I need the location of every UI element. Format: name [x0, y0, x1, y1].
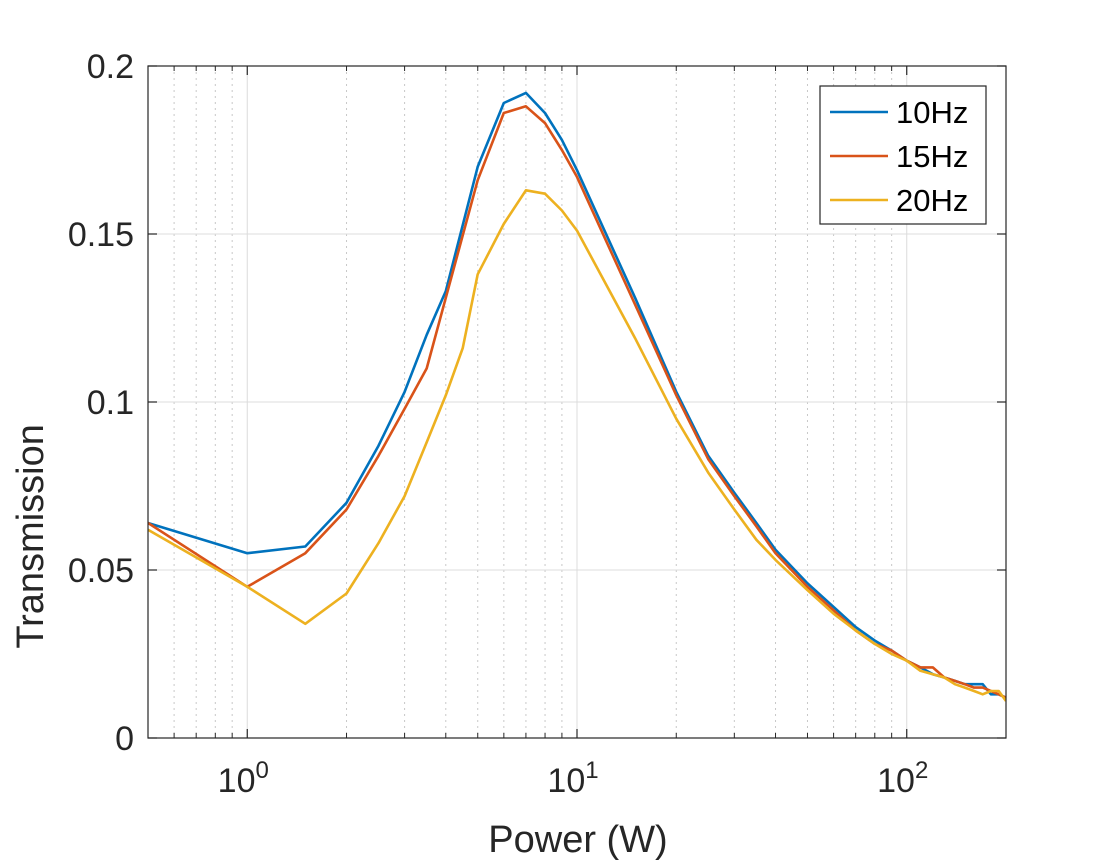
x-axis-title: Power (W)	[488, 819, 667, 861]
x-tick-label: 100	[218, 757, 269, 800]
y-axis-title: Transmission	[10, 424, 52, 649]
legend-label: 10Hz	[896, 95, 968, 130]
series-line-20Hz	[148, 189, 1006, 702]
x-tick-base: 10	[547, 762, 585, 800]
y-tick-label: 0.2	[87, 48, 134, 86]
plot-layer	[148, 91, 1006, 702]
legend: 10Hz 15Hz 20Hz	[819, 85, 987, 225]
x-tick-label: 101	[547, 757, 598, 800]
x-tick-base: 10	[877, 762, 915, 800]
y-tick-label: 0	[115, 720, 134, 758]
x-tick-exponent: 0	[255, 757, 268, 784]
y-tick-label: 0.1	[87, 384, 134, 422]
x-tick-base: 10	[218, 762, 256, 800]
x-tick-exponent: 2	[915, 757, 928, 784]
x-tick-label: 102	[877, 757, 928, 800]
x-tick-exponent: 1	[585, 757, 598, 784]
legend-label: 20Hz	[896, 183, 968, 218]
series-line-15Hz	[148, 105, 1006, 699]
legend-label: 15Hz	[896, 139, 968, 174]
y-tick-label: 0.05	[68, 552, 134, 590]
y-tick-label: 0.15	[68, 216, 134, 254]
